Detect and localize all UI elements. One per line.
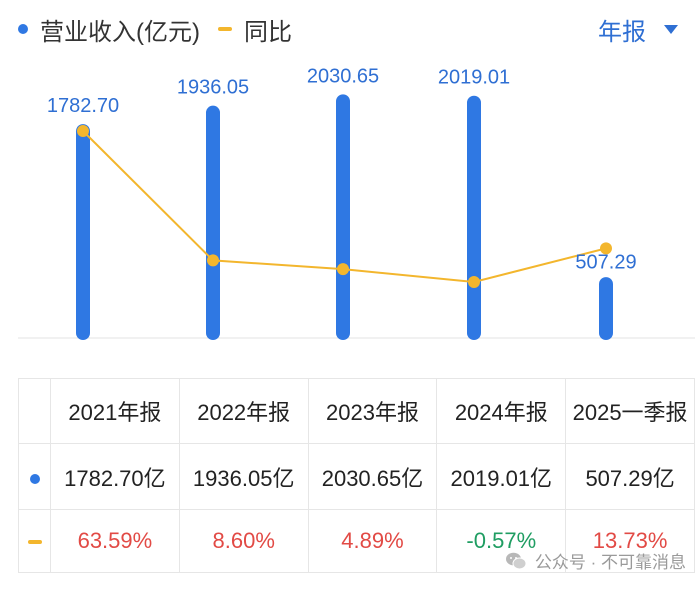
- watermark-text: 公众号 · 不可靠消息: [534, 553, 686, 572]
- chart-legend: 营业收入(亿元) 同比: [18, 12, 292, 46]
- yoy-cell: 63.59%: [50, 509, 180, 573]
- revenue-bar: [467, 95, 481, 340]
- table-header-cell: 2023年报: [307, 378, 438, 444]
- revenue-row: 1782.70亿 1936.05亿 2030.65亿 2019.01亿 507.…: [18, 443, 695, 510]
- table-corner-cell: [18, 378, 51, 444]
- yoy-legend-marker: [217, 27, 232, 31]
- yoy-point: [600, 242, 612, 255]
- revenue-cell: 1782.70亿: [50, 443, 180, 510]
- revenue-legend-marker: [18, 24, 28, 34]
- revenue-row-marker: [18, 443, 51, 510]
- revenue-cell: 2030.65亿: [307, 443, 438, 510]
- yoy-point: [337, 263, 349, 276]
- period-selector[interactable]: 年报: [598, 12, 678, 46]
- yoy-point: [207, 254, 219, 267]
- yoy-point: [77, 125, 89, 137]
- yoy-row-marker: [18, 509, 51, 573]
- bar-value-label: 2030.65: [307, 65, 379, 87]
- table-header-cell: 2025一季报: [565, 378, 695, 444]
- bar-value-label: 2019.01: [438, 67, 510, 89]
- revenue-chart: 1782.70 1936.05 2030.65 2019.01 507.29: [18, 65, 695, 341]
- revenue-bar: [336, 94, 350, 341]
- revenue-cell: 507.29亿: [565, 443, 695, 510]
- chevron-down-icon: [664, 24, 678, 34]
- revenue-bar: [76, 124, 90, 341]
- table-header-cell: 2021年报: [50, 378, 180, 444]
- table-header-cell: 2024年报: [436, 378, 567, 444]
- period-selector-label: 年报: [598, 18, 646, 46]
- table-header-cell: 2022年报: [178, 378, 309, 444]
- bar-value-label: 1782.70: [47, 95, 119, 117]
- yoy-cell: 13.73%: [565, 509, 695, 573]
- revenue-cell: 2019.01亿: [436, 443, 567, 510]
- yoy-cell: 8.60%: [178, 509, 309, 573]
- yoy-legend-label: 同比: [243, 18, 292, 46]
- revenue-marker-dot: [29, 473, 40, 484]
- watermark: 公众号 · 不可靠消息: [505, 548, 686, 573]
- revenue-legend-label: 营业收入(亿元): [40, 18, 200, 46]
- bar-value-label: 1936.05: [177, 77, 249, 99]
- revenue-bar: [599, 277, 613, 340]
- wechat-icon: [505, 552, 527, 569]
- yoy-marker-dash: [27, 540, 42, 545]
- yoy-point: [468, 276, 480, 288]
- bar-value-label: 507.29: [575, 251, 636, 273]
- revenue-bar: [206, 105, 220, 340]
- yoy-row: 63.59% 8.60% 4.89% -0.57% 13.73%: [18, 509, 695, 573]
- data-table: 2021年报 2022年报 2023年报 2024年报 2025一季报 1782…: [18, 378, 695, 573]
- revenue-cell: 1936.05亿: [178, 443, 309, 510]
- yoy-cell: 4.89%: [307, 509, 438, 573]
- table-header-row: 2021年报 2022年报 2023年报 2024年报 2025一季报: [18, 378, 695, 444]
